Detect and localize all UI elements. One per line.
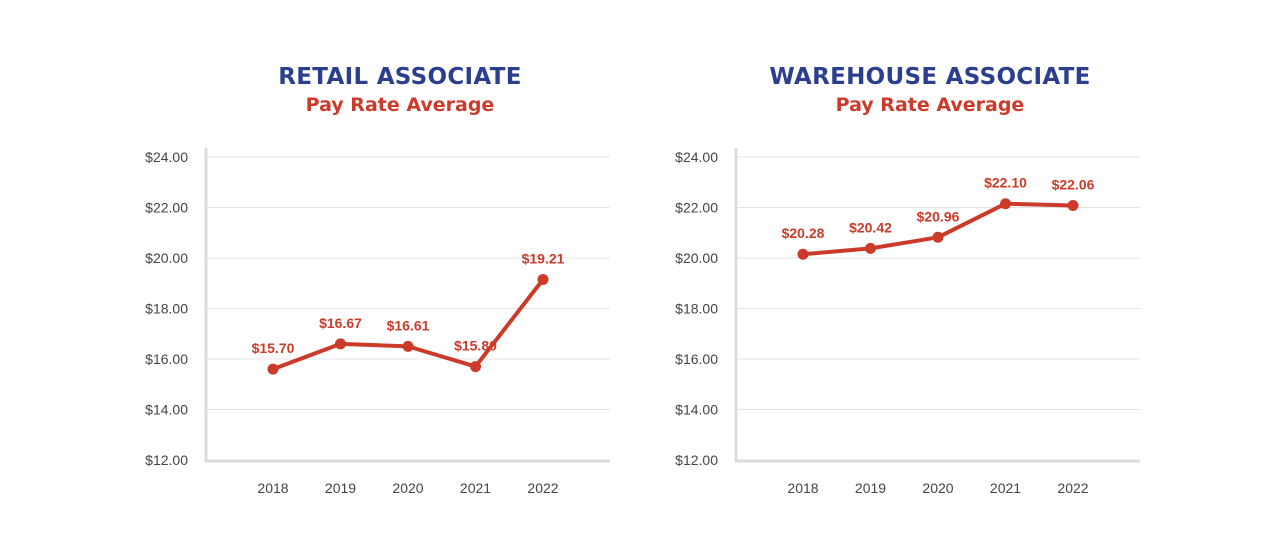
data-label: $16.61 xyxy=(387,317,430,333)
warehouse-chart: WAREHOUSE ASSOCIATE Pay Rate Average $24… xyxy=(660,0,1220,560)
x-tick-label: 2018 xyxy=(257,480,288,496)
data-point xyxy=(537,273,549,285)
y-tick-label: $20.00 xyxy=(145,250,188,266)
data-point xyxy=(402,340,414,352)
retail-plot: $24.00 $22.00 $20.00 $18.00 $16.00 $14.00 $12.… xyxy=(145,148,610,496)
y-tick-label: $18.00 xyxy=(145,301,188,317)
x-tick-label: 2021 xyxy=(990,480,1021,496)
x-tick-label: 2021 xyxy=(460,480,491,496)
y-tick-label: $22.00 xyxy=(675,200,718,216)
data-label: $22.10 xyxy=(984,175,1027,191)
data-point xyxy=(1067,199,1079,211)
chart-title: WAREHOUSE ASSOCIATE xyxy=(769,64,1091,90)
y-tick-label: $16.00 xyxy=(145,351,188,367)
data-label: $22.06 xyxy=(1052,176,1095,192)
data-label: $16.67 xyxy=(319,315,362,331)
data-label: $20.28 xyxy=(782,225,825,241)
retail-chart: RETAIL ASSOCIATE Pay Rate Average $24.00… xyxy=(130,0,690,560)
data-point xyxy=(267,363,279,375)
data-point xyxy=(865,242,876,254)
data-label: $20.96 xyxy=(917,208,960,224)
y-tick-label: $18.00 xyxy=(675,301,718,317)
chart-title: RETAIL ASSOCIATE xyxy=(278,64,522,90)
data-label: $15.80 xyxy=(454,338,497,354)
x-tick-label: 2018 xyxy=(787,480,818,496)
x-tick-label: 2020 xyxy=(922,480,953,496)
data-point xyxy=(932,231,944,243)
x-tick-label: 2022 xyxy=(527,480,558,496)
data-label: $15.70 xyxy=(252,340,295,356)
y-tick-label: $24.00 xyxy=(675,149,718,165)
data-label: $19.21 xyxy=(522,250,565,266)
data-point xyxy=(1000,198,1011,210)
x-tick-label: 2020 xyxy=(392,480,423,496)
x-tick-label: 2022 xyxy=(1057,480,1088,496)
chart-subtitle: Pay Rate Average xyxy=(835,94,1025,116)
y-tick-label: $14.00 xyxy=(675,402,718,418)
y-tick-label: $24.00 xyxy=(145,149,188,165)
data-point xyxy=(335,338,346,350)
chart-subtitle: Pay Rate Average xyxy=(305,94,495,116)
warehouse-plot: $24.00 $22.00 $20.00 $18.00 $16.00 $14.00 $12.… xyxy=(675,148,1140,496)
data-point xyxy=(470,361,481,373)
x-tick-label: 2019 xyxy=(855,480,886,496)
y-tick-label: $20.00 xyxy=(675,250,718,266)
x-tick-label: 2019 xyxy=(325,480,356,496)
y-tick-label: $22.00 xyxy=(145,200,188,216)
y-tick-label: $14.00 xyxy=(145,402,188,418)
y-tick-label: $16.00 xyxy=(675,351,718,367)
data-point xyxy=(797,248,809,260)
y-tick-label: $12.00 xyxy=(145,452,188,468)
y-tick-label: $12.00 xyxy=(675,452,718,468)
data-label: $20.42 xyxy=(849,219,892,235)
